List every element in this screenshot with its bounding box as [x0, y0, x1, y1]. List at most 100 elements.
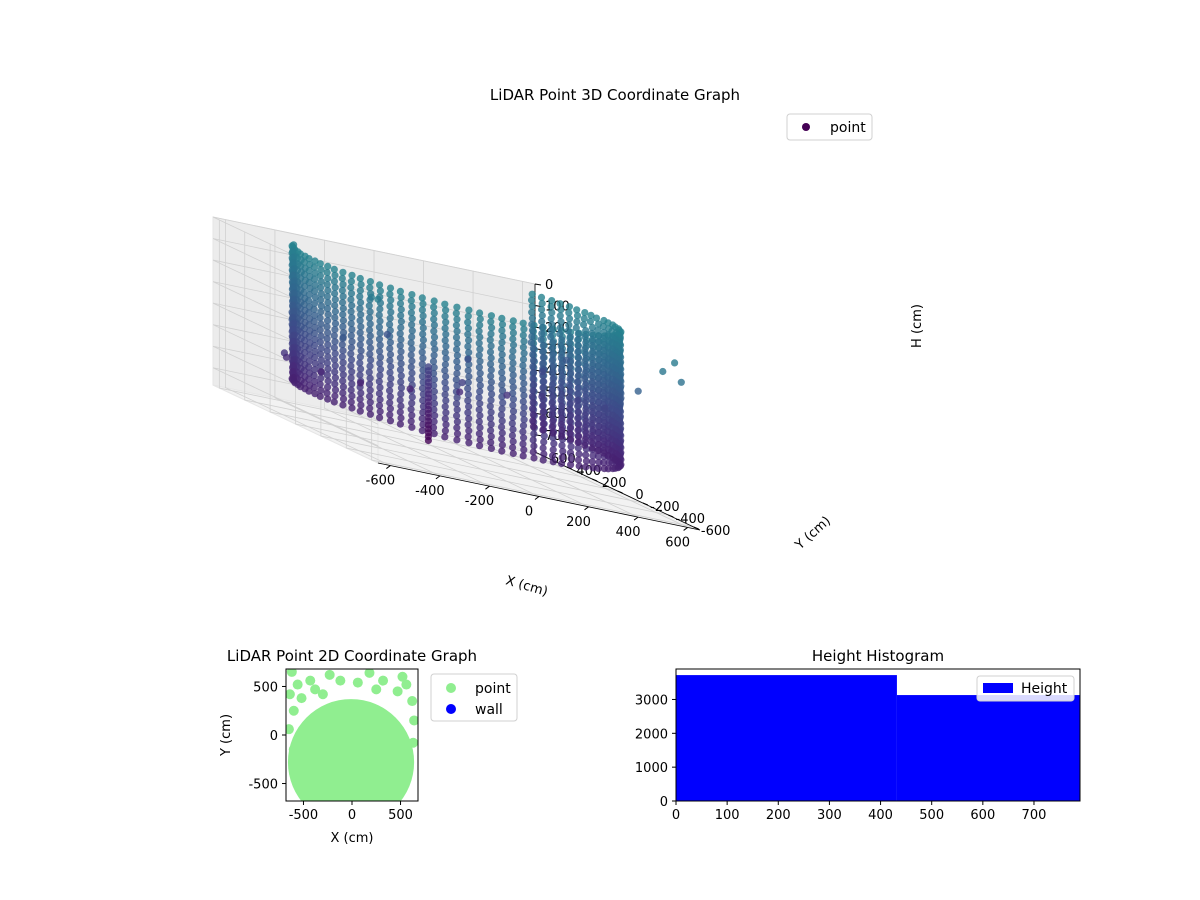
- chart-3d-point: [487, 444, 495, 452]
- chart-3d-point: [567, 455, 575, 463]
- chart-2d-point: [305, 675, 316, 686]
- chart-3d-point: [476, 381, 484, 389]
- chart-3d-point: [396, 299, 405, 308]
- chart-3d-point: [503, 391, 511, 399]
- tick-label-h-x: 100: [715, 808, 740, 823]
- chart-3d-point: [530, 368, 538, 377]
- chart-3d-point: [520, 434, 528, 442]
- chart-3d-point: [357, 401, 365, 409]
- histogram-legend-label: Height: [1021, 681, 1068, 697]
- chart-3d-point: [498, 441, 506, 449]
- chart-3d-point: [323, 335, 331, 343]
- chart-3d-point: [339, 401, 347, 409]
- chart-3d-point: [528, 308, 536, 316]
- chart-3d-point: [442, 421, 450, 429]
- chart-3d-point: [339, 304, 347, 313]
- tick-label-x: 200: [566, 515, 591, 530]
- chart-3d-point: [366, 374, 374, 382]
- chart-3d-point: [386, 338, 394, 346]
- chart-3d-point: [317, 302, 325, 310]
- chart-3d-point: [419, 330, 427, 338]
- chart-3d-point: [588, 366, 596, 374]
- chart-3d-point: [452, 400, 461, 408]
- chart-3d-point: [497, 411, 505, 419]
- chart-3d-point: [289, 247, 297, 255]
- chart-3d-point: [599, 365, 607, 373]
- chart-3d-point: [476, 424, 484, 432]
- chart-3d-point: [311, 311, 319, 319]
- chart-3d-point: [498, 320, 507, 328]
- chart-3d-point: [574, 444, 582, 452]
- chart-3d-point: [487, 342, 495, 350]
- chart-3d-point: [408, 357, 416, 365]
- chart-3d-point: [574, 390, 582, 398]
- chart-3d-point: [317, 266, 325, 274]
- chart-3d-point: [407, 417, 415, 425]
- chart-3d-point: [347, 295, 355, 304]
- chart-3d-point: [442, 330, 450, 338]
- chart-3d-point: [464, 324, 472, 332]
- chart-3d-point: [317, 356, 325, 364]
- chart-3d-point: [588, 420, 596, 428]
- chart-3d-point: [520, 337, 528, 345]
- chart-3d-point: [582, 429, 590, 437]
- chart-3d-point: [538, 305, 546, 314]
- chart-3d-point: [311, 347, 319, 356]
- chart-3d-point: [397, 402, 405, 410]
- chart-3d-point: [324, 383, 332, 391]
- chart-3d-point: [452, 309, 460, 317]
- tick-label-h-x: 400: [868, 808, 893, 823]
- chart-3d-point: [331, 350, 339, 358]
- tick-x: [683, 527, 688, 531]
- chart-3d-point: [331, 301, 339, 310]
- chart-3d-point: [290, 265, 298, 273]
- chart-3d-point: [475, 351, 483, 359]
- chart-3d-point: [397, 305, 405, 314]
- chart-3d-point: [475, 406, 483, 414]
- chart-2d-point: [286, 724, 294, 735]
- chart-3d-point: [588, 353, 596, 362]
- chart-3d-point: [311, 366, 319, 374]
- chart-3d-point: [453, 394, 461, 402]
- chart-3d-point: [548, 309, 556, 317]
- chart-3d-point: [441, 433, 449, 441]
- chart-3d-point: [487, 330, 495, 338]
- chart-3d-point: [366, 362, 374, 370]
- chart-3d-point: [574, 372, 582, 380]
- chart-3d-point: [476, 442, 484, 450]
- chart-3d-point: [549, 375, 557, 383]
- chart-3d-point: [339, 268, 347, 276]
- chart-3d-point: [311, 323, 319, 331]
- chart-3d-point: [367, 356, 375, 364]
- chart-3d-point: [386, 302, 394, 310]
- chart-3d-point: [357, 347, 365, 355]
- chart-3d-point: [556, 312, 564, 320]
- chart-3d-point: [588, 341, 596, 350]
- chart-3d-point: [557, 306, 565, 314]
- chart-3d-point: [357, 299, 365, 307]
- chart-3d-point: [366, 338, 374, 346]
- chart-3d-point: [347, 283, 355, 292]
- chart-3d-point: [575, 450, 583, 458]
- chart-3d-point: [347, 374, 355, 382]
- chart-2d-point: [310, 684, 321, 695]
- chart-3d-point: [418, 294, 426, 302]
- chart-3d-point: [520, 379, 528, 388]
- chart-3d-point: [588, 438, 596, 446]
- chart-3d-point: [556, 330, 564, 338]
- chart-3d-point: [539, 354, 548, 362]
- chart-3d-point: [594, 447, 602, 455]
- tick-label-z: 300: [545, 343, 570, 358]
- chart-3d-point: [348, 380, 356, 388]
- chart-3d-point: [339, 323, 347, 331]
- chart-3d-point: [599, 335, 608, 343]
- chart-3d-point: [520, 325, 528, 333]
- chart-3d-point: [331, 283, 339, 291]
- chart-3d-point: [386, 350, 395, 359]
- chart-2d-point: [408, 737, 418, 748]
- chart-3d-point: [589, 347, 597, 356]
- chart-3d-point: [375, 377, 383, 385]
- chart-3d-point: [558, 390, 566, 398]
- chart-3d-point: [376, 383, 384, 391]
